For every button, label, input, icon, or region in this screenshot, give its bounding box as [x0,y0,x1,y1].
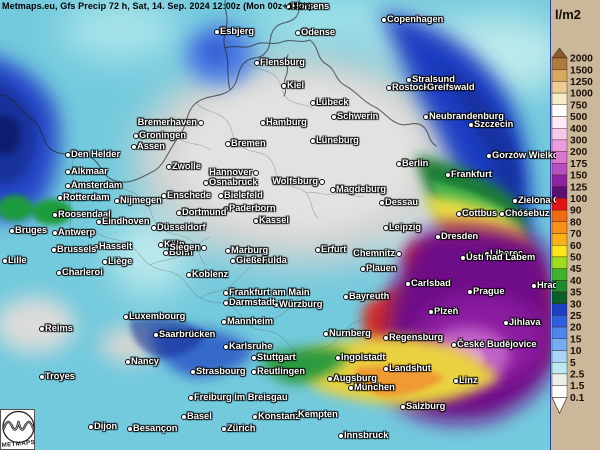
svg-text:1.5: 1.5 [570,381,585,392]
svg-text:500: 500 [570,112,587,123]
svg-text:20: 20 [570,323,582,334]
svg-text:45: 45 [570,264,582,275]
svg-text:1000: 1000 [570,89,593,100]
svg-text:1500: 1500 [570,65,593,76]
svg-text:150: 150 [570,171,587,182]
svg-text:175: 175 [570,159,587,170]
svg-text:300: 300 [570,136,587,147]
svg-text:70: 70 [570,229,582,240]
svg-text:30: 30 [570,299,582,310]
svg-text:400: 400 [570,124,587,135]
svg-text:15: 15 [570,334,582,345]
svg-text:40: 40 [570,276,582,287]
svg-text:90: 90 [570,206,582,217]
svg-text:50: 50 [570,253,582,264]
svg-text:100: 100 [570,194,587,205]
svg-text:200: 200 [570,147,587,158]
svg-text:2.5: 2.5 [570,370,585,381]
svg-text:125: 125 [570,182,587,193]
svg-text:35: 35 [570,288,582,299]
svg-text:0.1: 0.1 [570,393,585,404]
svg-text:80: 80 [570,217,582,228]
svg-text:5: 5 [570,358,576,369]
svg-text:750: 750 [570,100,587,111]
svg-text:25: 25 [570,311,582,322]
svg-text:10: 10 [570,346,582,357]
svg-text:60: 60 [570,241,582,252]
svg-text:2000: 2000 [570,54,593,65]
svg-text:METMAPS: METMAPS [1,439,35,449]
svg-text:1250: 1250 [570,77,593,88]
